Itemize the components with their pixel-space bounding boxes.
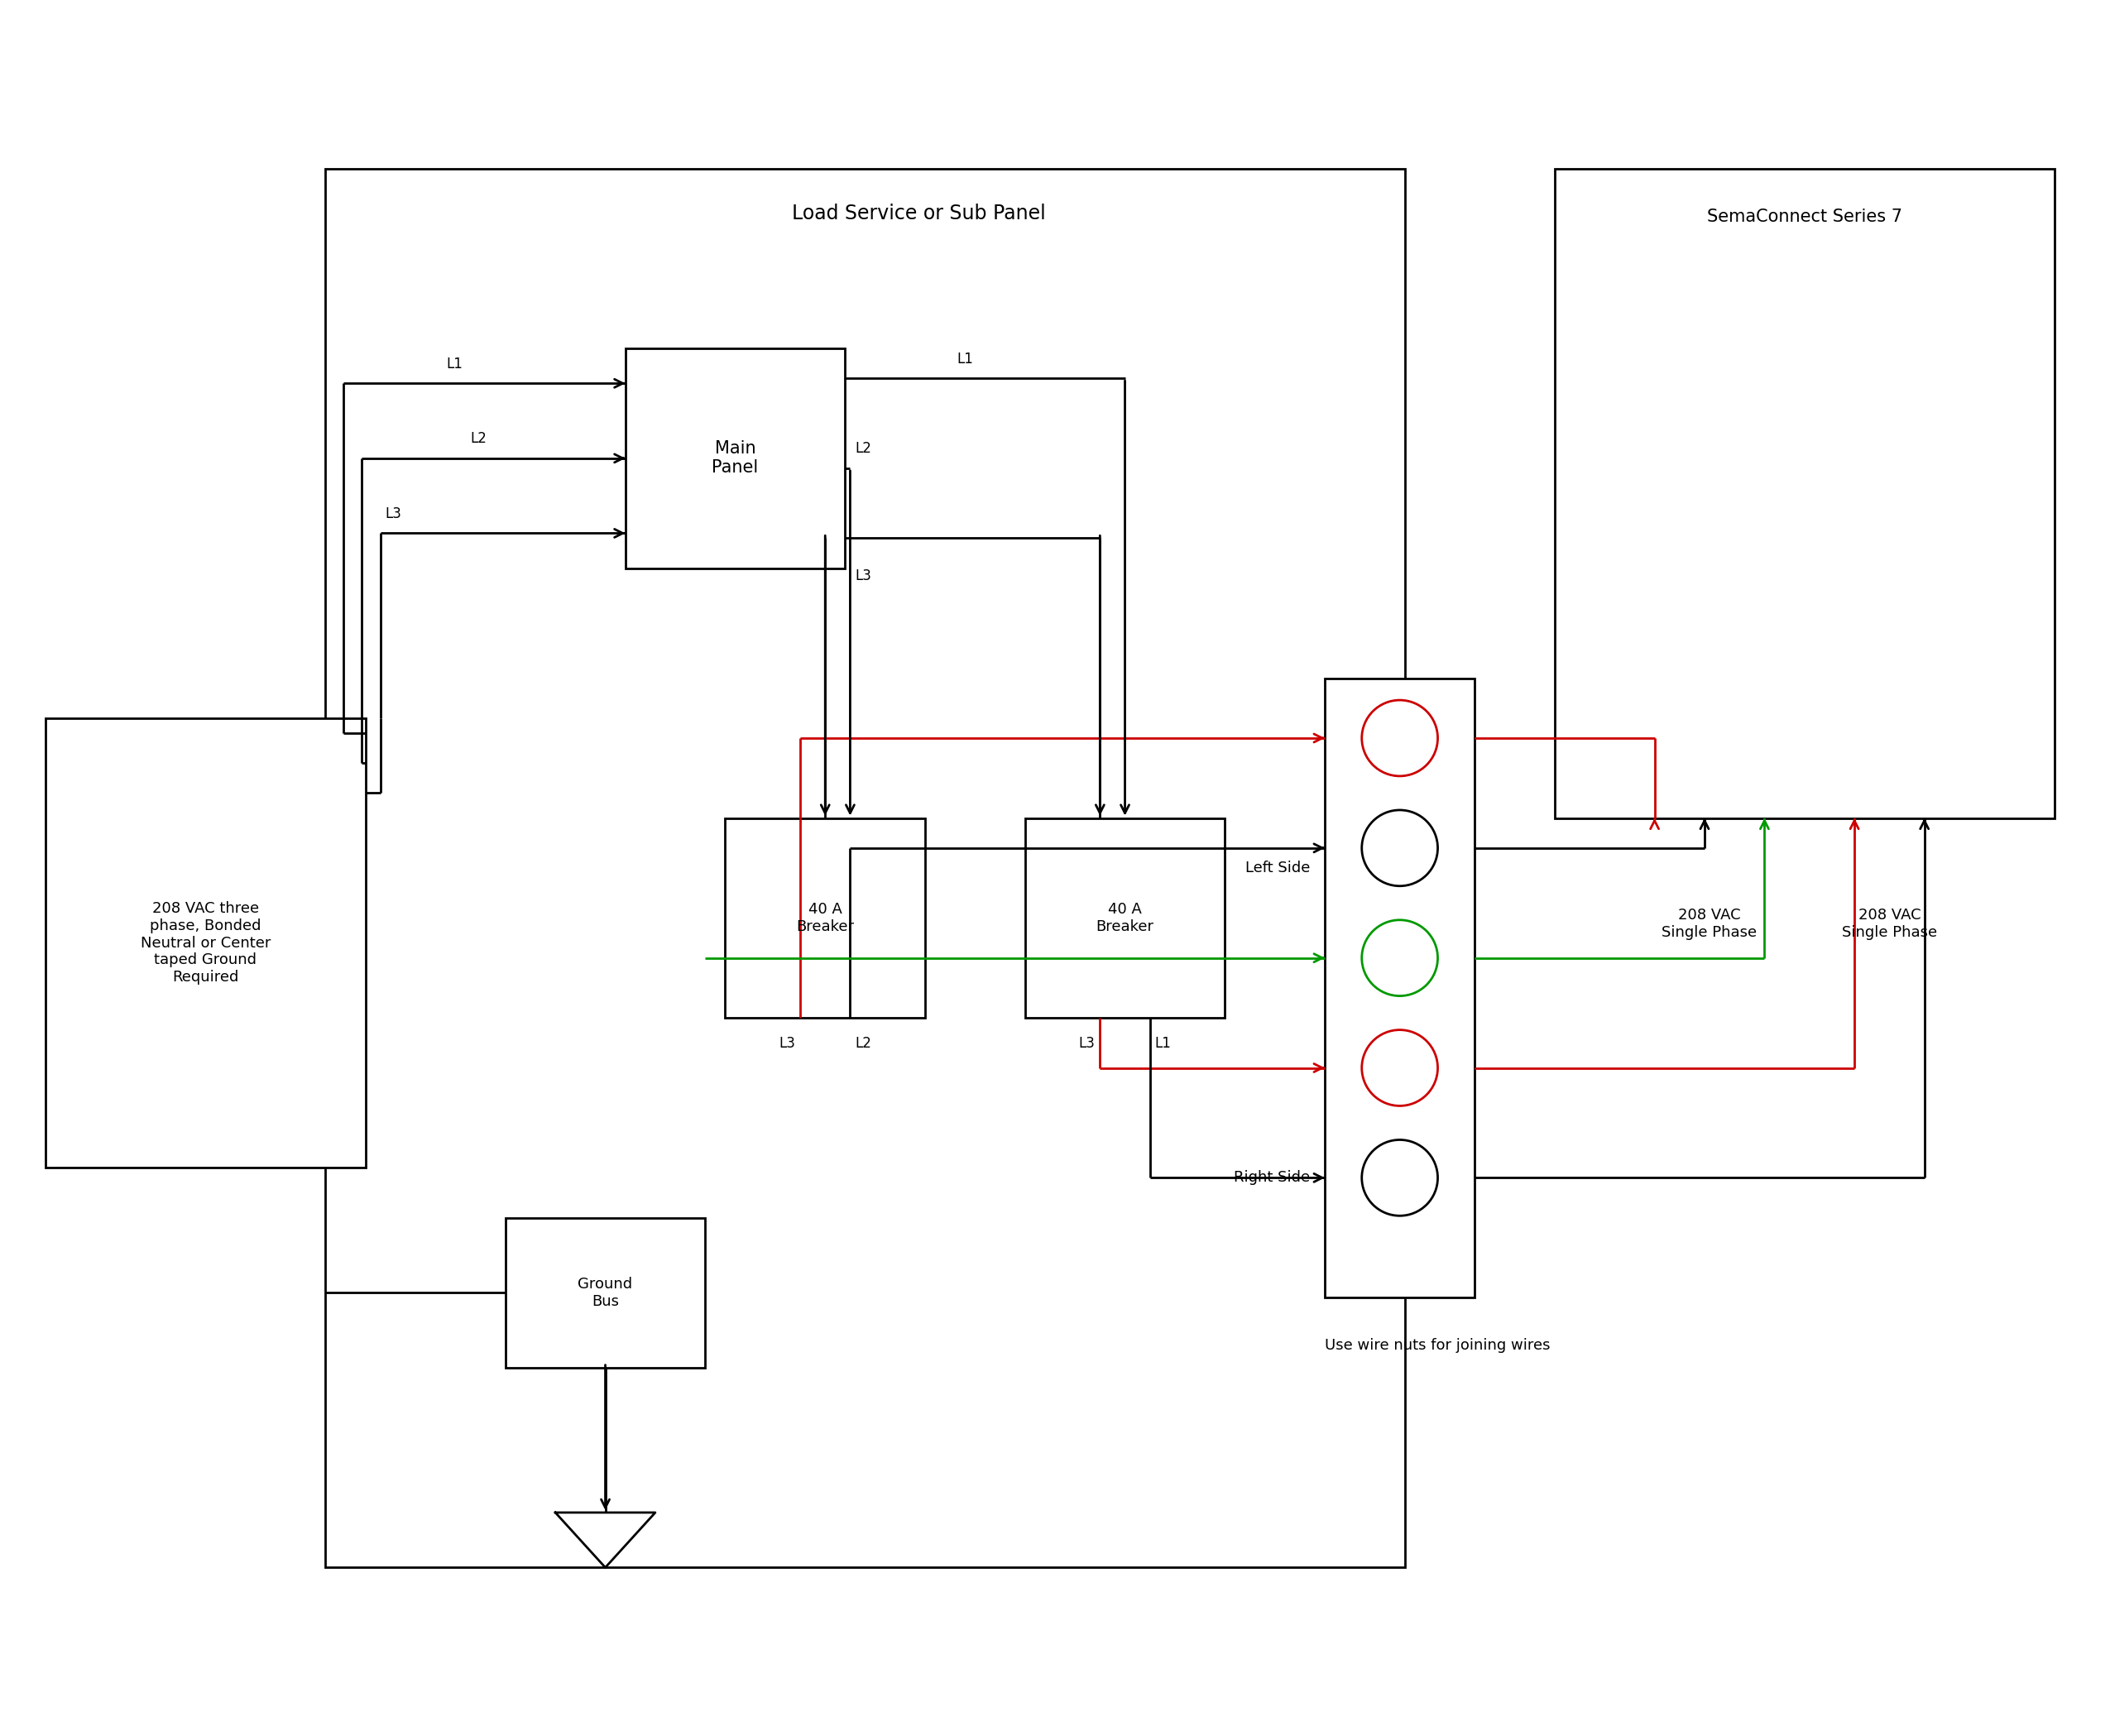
Text: 208 VAC
Single Phase: 208 VAC Single Phase [1663,908,1758,941]
Text: Load Service or Sub Panel: Load Service or Sub Panel [791,203,1047,224]
Text: L2: L2 [855,441,871,457]
Text: L1: L1 [956,351,973,366]
Text: L1: L1 [1154,1036,1171,1050]
Circle shape [1361,1029,1437,1106]
Text: L2: L2 [855,1036,871,1050]
Text: L3: L3 [386,507,401,521]
Text: Main
Panel: Main Panel [711,441,757,476]
Text: Ground
Bus: Ground Bus [578,1276,633,1309]
Bar [506,1217,705,1368]
Text: L2: L2 [471,432,487,446]
Bar [625,349,846,568]
Bar [1025,818,1226,1017]
Circle shape [1361,1141,1437,1215]
Text: Use wire nuts for joining wires: Use wire nuts for joining wires [1325,1338,1551,1352]
Text: L3: L3 [855,568,871,583]
Bar [46,719,365,1168]
Text: L1: L1 [445,356,462,372]
Circle shape [1361,811,1437,885]
Text: 40 A
Breaker: 40 A Breaker [1095,903,1154,934]
Text: Left Side: Left Side [1245,861,1310,875]
Text: SemaConnect Series 7: SemaConnect Series 7 [1707,208,1901,226]
Circle shape [1361,700,1437,776]
Bar [1555,168,2055,818]
Text: 40 A
Breaker: 40 A Breaker [795,903,855,934]
Text: Right Side: Right Side [1234,1170,1310,1186]
Text: 208 VAC
Single Phase: 208 VAC Single Phase [1842,908,1937,941]
Bar [325,168,1405,1568]
Circle shape [1361,920,1437,996]
Bar [1325,679,1475,1299]
Text: L3: L3 [779,1036,795,1050]
Text: 208 VAC three
phase, Bonded
Neutral or Center
taped Ground
Required: 208 VAC three phase, Bonded Neutral or C… [141,901,270,984]
Bar [726,818,924,1017]
Text: L3: L3 [1078,1036,1095,1050]
